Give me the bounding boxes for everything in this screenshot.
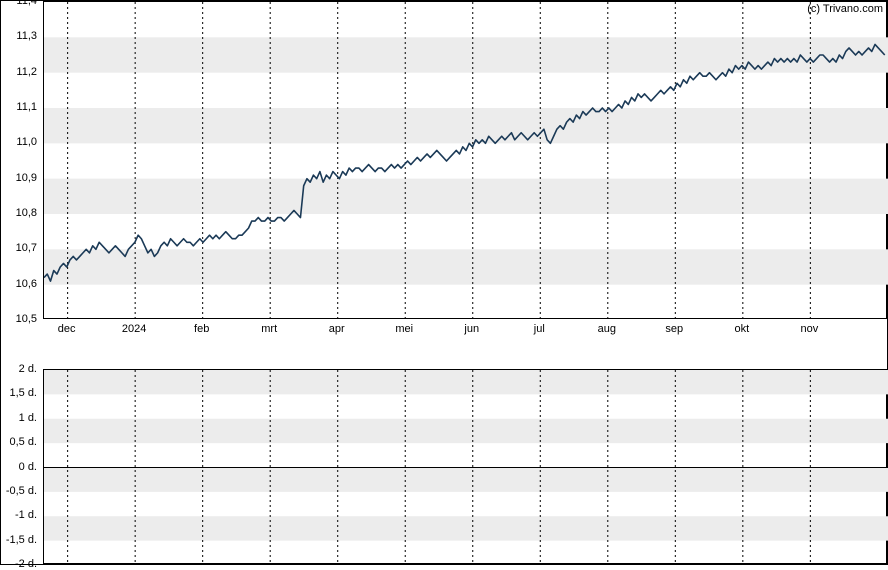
chart-container: (c) Trivano.com 11,4 11,3 11,2 11,1 11,0 10,9… xyxy=(0,0,888,565)
y-tick-label: 1,5 d. xyxy=(1,387,37,399)
x-tick-label: feb xyxy=(194,323,209,335)
price-xaxis: dec 2024 feb mrt apr mei jun jul aug sep okt nov xyxy=(43,319,887,341)
x-tick-label: jul xyxy=(534,323,545,335)
y-tick-label: 1 d. xyxy=(1,412,37,424)
volume-plot-area xyxy=(43,369,887,564)
x-tick-label: sep xyxy=(665,323,683,335)
x-tick-label: mei xyxy=(395,323,413,335)
x-tick-label: jun xyxy=(464,323,479,335)
volume-panel: 2 d.1,5 d.1 d.0,5 d.0 d.-0,5 d.-1 d.-1,5… xyxy=(1,369,887,564)
price-chart-svg xyxy=(44,2,888,320)
x-tick-label: nov xyxy=(800,323,818,335)
y-tick-label: 0,5 d. xyxy=(1,436,37,448)
y-tick-label: 11,1 xyxy=(1,101,37,113)
x-tick-label: aug xyxy=(598,323,616,335)
y-tick-label: 10,8 xyxy=(1,207,37,219)
y-tick-label: 2 d. xyxy=(1,363,37,375)
x-tick-label: okt xyxy=(734,323,749,335)
y-tick-label: 11,3 xyxy=(1,30,37,42)
y-tick-label: -1 d. xyxy=(1,509,37,521)
volume-chart-svg xyxy=(44,370,888,565)
x-tick-label: 2024 xyxy=(122,323,146,335)
y-tick-label: 11,0 xyxy=(1,136,37,148)
x-tick-label: mrt xyxy=(261,323,277,335)
volume-yaxis: 2 d.1,5 d.1 d.0,5 d.0 d.-0,5 d.-1 d.-1,5… xyxy=(1,369,43,564)
price-plot-area xyxy=(43,1,887,319)
y-tick-label: 10,6 xyxy=(1,278,37,290)
y-tick-label: -2 d. xyxy=(1,558,37,570)
y-tick-label: 10,9 xyxy=(1,172,37,184)
copyright-label: (c) Trivano.com xyxy=(807,3,883,15)
y-tick-label: -0,5 d. xyxy=(1,485,37,497)
y-tick-label: -1,5 d. xyxy=(1,534,37,546)
y-tick-label: 0 d. xyxy=(1,461,37,473)
price-line xyxy=(44,44,885,281)
x-tick-label: dec xyxy=(58,323,76,335)
y-tick-label: 11,4 xyxy=(1,0,37,7)
price-panel: 11,4 11,3 11,2 11,1 11,0 10,9 10,8 10,7 10,6 10,5… xyxy=(1,1,887,341)
y-tick-label: 10,5 xyxy=(1,313,37,325)
y-tick-label: 11,2 xyxy=(1,66,37,78)
x-tick-label: apr xyxy=(329,323,345,335)
price-yaxis: 11,411,311,211,111,010,910,810,710,610,5 xyxy=(1,1,43,319)
y-tick-label: 10,7 xyxy=(1,242,37,254)
